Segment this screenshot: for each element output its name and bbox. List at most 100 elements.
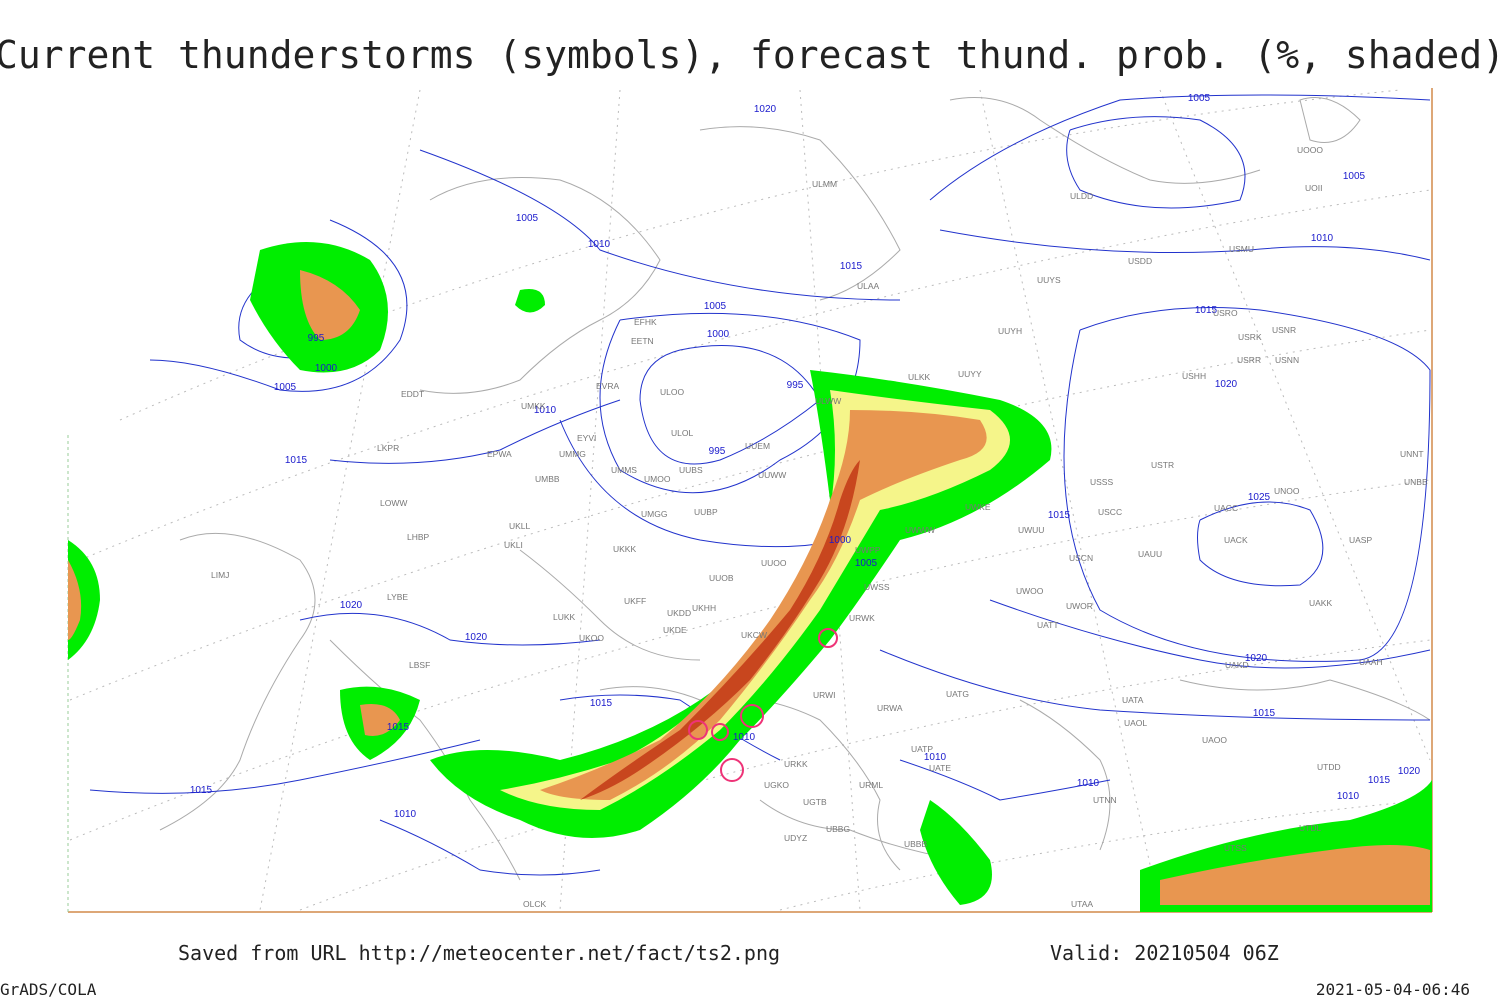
isobar-label: 1020 [1215, 379, 1238, 390]
isobar-label: 1020 [1398, 766, 1421, 777]
station-label: UAOL [1124, 718, 1147, 728]
isobar-label: 1005 [516, 213, 539, 224]
source-url: Saved from URL http://meteocenter.net/fa… [178, 941, 780, 965]
station-label: ULWW [815, 396, 841, 406]
isobar-label: 1020 [754, 104, 777, 115]
valid-time: Valid: 20210504 06Z [1050, 941, 1279, 965]
station-label: UATP [911, 744, 933, 754]
station-label: URWI [813, 690, 836, 700]
station-label: UWOR [1066, 601, 1093, 611]
station-label: LBSF [409, 660, 430, 670]
isobar-label: 1010 [1311, 233, 1334, 244]
station-label: USMU [1229, 244, 1254, 254]
station-label: UUBP [694, 507, 718, 517]
station-label: UTDL [1299, 823, 1321, 833]
isobar-label: 1015 [1253, 708, 1276, 719]
isobar-label: 1010 [1077, 778, 1100, 789]
station-label: EVRA [596, 381, 619, 391]
station-label: UKDE [663, 625, 687, 635]
thunderstorm-symbols [688, 628, 838, 782]
isobar-label: 1010 [394, 809, 417, 820]
station-label: UWOO [1016, 586, 1044, 596]
station-label: URWA [877, 703, 903, 713]
isobar-label: 995 [787, 380, 804, 391]
isobar-label: 1015 [1368, 775, 1391, 786]
isobar-label: 1010 [588, 239, 611, 250]
station-label: UTAA [1071, 899, 1093, 909]
station-label: UNBB [1404, 477, 1428, 487]
isobar-label: 1010 [1337, 791, 1360, 802]
isobar-label: 1015 [1195, 305, 1218, 316]
isobar-labels: 1020 1005 1010 1015 995 1000 1005 1005 1005 1010 1… [190, 93, 1421, 820]
station-label: UACC [1214, 503, 1238, 513]
station-label: UATG [946, 689, 969, 699]
isobar-label: 1020 [1245, 653, 1268, 664]
isobar-label: 1000 [829, 535, 852, 546]
isobar-label: 1010 [924, 752, 947, 763]
station-label: USCN [1069, 553, 1093, 563]
station-label: UATT [1037, 620, 1059, 630]
station-label: ULOL [671, 428, 693, 438]
station-label: UKDD [667, 608, 691, 618]
station-label: UUEM [745, 441, 770, 451]
station-label: UUYS [1037, 275, 1061, 285]
station-label: UACK [1224, 535, 1248, 545]
station-label: UKFF [624, 596, 646, 606]
station-label: LUKK [553, 612, 576, 622]
map-frame [67, 88, 1433, 913]
station-label: UNOO [1274, 486, 1300, 496]
station-label: ULOO [660, 387, 684, 397]
isobar-label: 1015 [387, 722, 410, 733]
station-label: UMMS [611, 465, 637, 475]
isobar-label: 1005 [1343, 171, 1366, 182]
station-label: ULMM [812, 179, 837, 189]
isobar-label: 1000 [707, 329, 730, 340]
station-label: LKPR [377, 443, 399, 453]
station-label: USCC [1098, 507, 1122, 517]
station-label: EFHK [634, 317, 657, 327]
station-label: EETN [631, 336, 654, 346]
station-label: UWUU [1018, 525, 1044, 535]
station-label: URKK [784, 759, 808, 769]
station-label: UMBB [535, 474, 560, 484]
station-label: UWSS [864, 582, 890, 592]
station-label: UUOB [709, 573, 734, 583]
station-label: USRO [1213, 308, 1238, 318]
station-label: LYBE [387, 592, 408, 602]
isobar-label: 1015 [590, 698, 613, 709]
station-label: USNR [1272, 325, 1296, 335]
station-label: ULAA [857, 281, 880, 291]
station-label: URML [859, 780, 883, 790]
isobar-label: 1010 [534, 405, 557, 416]
station-label: ULKK [908, 372, 931, 382]
isobar-label: 1005 [1188, 93, 1211, 104]
station-label: USNN [1275, 355, 1299, 365]
isobar-label: 1020 [340, 600, 363, 611]
station-label: UAKK [1309, 598, 1332, 608]
station-label: EYVI [577, 433, 596, 443]
station-label: UNNT [1400, 449, 1424, 459]
station-label: UMKK [521, 401, 546, 411]
station-label: URWK [849, 613, 875, 623]
station-label: UAKD [1225, 660, 1249, 670]
station-label: USHH [1182, 371, 1206, 381]
station-label: OLCK [523, 899, 546, 909]
station-label: UUYH [998, 326, 1022, 336]
station-label: UATE [929, 763, 951, 773]
station-label: USTR [1151, 460, 1174, 470]
isobar-label: 1025 [1248, 492, 1271, 503]
isobar-label: 1000 [315, 363, 338, 374]
station-label: UAOO [1202, 735, 1227, 745]
station-label: UMGG [641, 509, 667, 519]
isobar-label: 995 [709, 446, 726, 457]
station-label: USSS [1090, 477, 1113, 487]
station-label: UOII [1305, 183, 1322, 193]
station-label: UUWW [758, 470, 786, 480]
station-label: UBBG [826, 824, 850, 834]
isobar-label: 1020 [465, 632, 488, 643]
station-label: UASP [1349, 535, 1372, 545]
station-label: UKOO [579, 633, 604, 643]
station-label: LIMJ [211, 570, 229, 580]
station-label: UKCW [741, 630, 767, 640]
station-label: LOWW [380, 498, 407, 508]
